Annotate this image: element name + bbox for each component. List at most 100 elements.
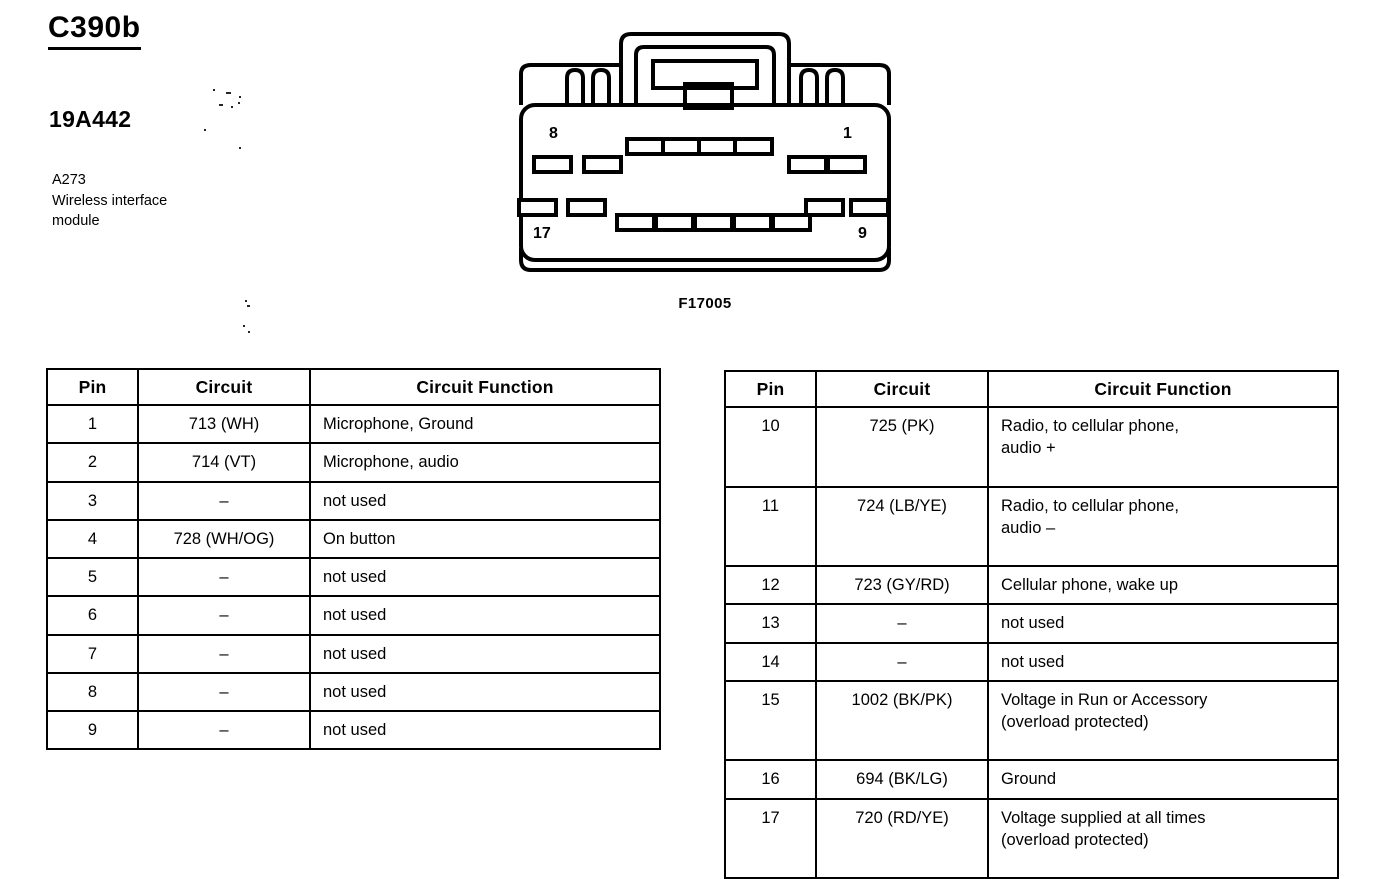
cell-pin: 17 xyxy=(724,797,817,879)
cell-circuit-text: – xyxy=(897,652,907,671)
pin-slot-5 xyxy=(661,137,702,156)
cell-pin-text: 14 xyxy=(761,652,780,671)
cell-circuit-text: – xyxy=(219,568,229,587)
cell-circuit: – xyxy=(137,595,311,636)
cell-function: Radio, to cellular phone, audio + xyxy=(987,406,1339,488)
cell-function-text: On button xyxy=(323,529,396,548)
cell-circuit: 713 (WH) xyxy=(137,403,311,445)
pin-label-top-right: 1 xyxy=(843,125,852,142)
table-row: 1 713 (WH) Microphone, Ground xyxy=(46,403,661,445)
cell-function: not used xyxy=(309,671,661,713)
pin-slot-10 xyxy=(804,198,845,217)
cell-circuit: 714 (VT) xyxy=(137,442,311,483)
cell-pin-text: 6 xyxy=(87,606,98,625)
cell-function-text: Cellular phone, wake up xyxy=(1001,576,1179,595)
cell-pin: 13 xyxy=(724,603,817,644)
cell-pin-text: 4 xyxy=(87,529,98,548)
pin-slot-8 xyxy=(532,155,573,174)
cell-pin: 14 xyxy=(724,641,817,682)
cell-function: Radio, to cellular phone, audio – xyxy=(987,485,1339,568)
cell-pin: 15 xyxy=(724,679,817,762)
cell-function-text: not used xyxy=(323,491,387,510)
cell-circuit-text: – xyxy=(219,644,229,663)
table-row: 11 724 (LB/YE) Radio, to cellular phone, au… xyxy=(724,485,1339,568)
cell-function: Ground xyxy=(987,759,1339,800)
cell-function-text: Radio, to cellular phone, audio – xyxy=(1001,496,1179,537)
table-row: 5 – not used xyxy=(46,557,661,598)
cell-pin: 3 xyxy=(46,480,139,521)
scan-speckle xyxy=(239,96,241,98)
cell-circuit-text: 724 (LB/YE) xyxy=(857,496,947,515)
table-header-row: Pin Circuit Circuit Function xyxy=(724,370,1339,408)
scan-speckle xyxy=(231,106,233,108)
cell-circuit-text: 713 (WH) xyxy=(188,415,260,433)
cell-circuit: – xyxy=(137,671,311,713)
cell-pin-text: 13 xyxy=(761,614,780,633)
cell-function: not used xyxy=(987,603,1339,644)
cell-pin: 10 xyxy=(724,406,817,488)
pin-slot-16 xyxy=(566,198,607,217)
scan-speckle xyxy=(219,104,223,106)
cell-circuit-text: – xyxy=(219,606,229,625)
cell-function: not used xyxy=(987,641,1339,682)
cell-pin-text: 16 xyxy=(761,770,780,789)
cell-circuit-text: – xyxy=(897,614,907,633)
cell-function-text: Microphone, Ground xyxy=(323,415,474,433)
table-row: 3 – not used xyxy=(46,480,661,521)
pin-label-top-left: 8 xyxy=(549,125,558,142)
cell-pin-text: 2 xyxy=(87,453,98,472)
cell-circuit-text: 1002 (BK/PK) xyxy=(851,690,953,709)
table-header-row: Pin Circuit Circuit Function xyxy=(46,368,661,406)
cell-pin-text: 3 xyxy=(87,491,98,510)
module-description: A273 Wireless interface module xyxy=(52,170,167,232)
cell-circuit: 725 (PK) xyxy=(815,406,989,488)
cell-pin-text: 1 xyxy=(87,415,98,433)
cell-circuit: 694 (BK/LG) xyxy=(815,759,989,800)
cell-function: On button xyxy=(309,518,661,560)
cell-pin-text: 5 xyxy=(87,568,98,587)
cell-circuit-text: – xyxy=(219,491,229,510)
column-header-pin: Pin xyxy=(724,370,817,408)
table-row: 10 725 (PK) Radio, to cellular phone, audio… xyxy=(724,406,1339,488)
pin-label-bottom-left: 17 xyxy=(533,225,551,242)
cell-circuit: 1002 (BK/PK) xyxy=(815,679,989,762)
scan-speckle xyxy=(213,89,215,91)
cell-circuit: 723 (GY/RD) xyxy=(815,565,989,606)
connector-pin-row-bottom xyxy=(517,198,890,232)
table-row: 16 694 (BK/LG) Ground xyxy=(724,759,1339,800)
cell-pin: 9 xyxy=(46,710,139,751)
table-row: 13 – not used xyxy=(724,603,1339,644)
cell-function-text: Voltage supplied at all times (overload p… xyxy=(1001,808,1206,849)
cell-circuit: 728 (WH/OG) xyxy=(137,518,311,560)
pin-slot-4 xyxy=(697,137,738,156)
connector-body xyxy=(519,103,891,262)
cell-pin-text: 7 xyxy=(87,644,98,663)
figure-caption: F17005 xyxy=(678,295,732,312)
column-header-pin: Pin xyxy=(46,368,139,406)
column-header-function: Circuit Function xyxy=(309,368,661,406)
cell-circuit-text: – xyxy=(219,721,229,740)
cell-pin: 1 xyxy=(46,403,139,445)
connector-svg: 8 1 17 9 xyxy=(517,32,891,272)
connector-latch xyxy=(619,32,791,110)
cell-function: Cellular phone, wake up xyxy=(987,565,1339,606)
component-code: A273 xyxy=(52,172,86,188)
part-number: 19A442 xyxy=(49,106,132,132)
scan-speckle xyxy=(245,300,247,302)
cell-pin: 5 xyxy=(46,557,139,598)
cell-function: not used xyxy=(309,710,661,751)
connector-right-shoulder xyxy=(789,63,891,105)
cell-pin-text: 12 xyxy=(761,576,780,595)
scan-speckle xyxy=(238,102,240,104)
cell-pin-text: 8 xyxy=(87,682,98,701)
cell-function: not used xyxy=(309,595,661,636)
cell-circuit-text: 723 (GY/RD) xyxy=(854,576,950,595)
pin-label-bottom-right: 9 xyxy=(858,225,867,242)
pin-slot-1 xyxy=(826,155,867,174)
cell-pin: 12 xyxy=(724,565,817,606)
table-row: 9 – not used xyxy=(46,710,661,751)
table-row: 17 720 (RD/YE) Voltage supplied at all tim… xyxy=(724,797,1339,879)
scan-speckle xyxy=(248,331,250,333)
cell-function: Voltage supplied at all times (overload p… xyxy=(987,797,1339,879)
cell-pin: 16 xyxy=(724,759,817,800)
